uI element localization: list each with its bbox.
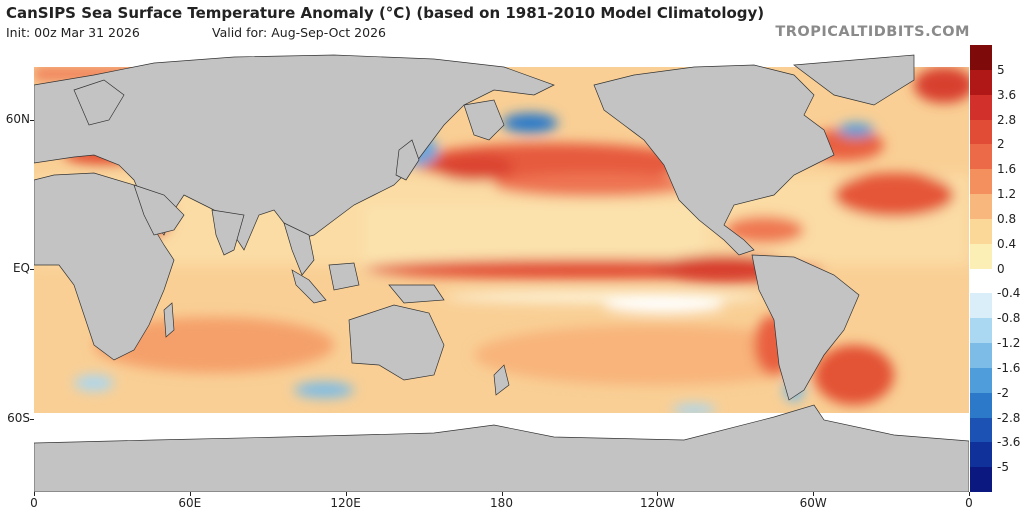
lon-label: 60W	[799, 496, 827, 510]
colorbar-segment	[970, 94, 992, 120]
colorbar-label: 0.8	[997, 211, 1017, 226]
lon-label: 0	[965, 496, 973, 510]
colorbar-label: -0.4	[997, 286, 1021, 301]
colorbar-label: -0.8	[997, 311, 1021, 326]
colorbar-label: 1.6	[997, 162, 1017, 177]
colorbar-label: 1.2	[997, 187, 1017, 201]
colorbar-label: 0	[997, 261, 1005, 276]
landmass-borneo	[328, 262, 360, 291]
lon-label: 0	[30, 496, 38, 510]
landmass-india	[211, 209, 245, 256]
lat-tick	[30, 418, 34, 420]
lon-tick	[189, 492, 191, 496]
colorbar-segment	[970, 218, 992, 245]
landmass-kamchatka	[463, 99, 505, 141]
lon-label: 120W	[639, 496, 675, 510]
colorbar-segment	[970, 144, 992, 170]
colorbar-label: -1.2	[997, 336, 1021, 350]
lon-tick	[969, 492, 970, 496]
colorbar-segment	[970, 243, 992, 269]
anomaly-field	[34, 67, 969, 416]
colorbar-segment	[970, 119, 992, 145]
lat-label: EQ	[12, 261, 30, 275]
lat-label: 60S	[7, 410, 30, 425]
colorbar-segment	[970, 318, 992, 344]
colorbar-label: -3.6	[997, 435, 1021, 450]
init-time: Init: 00z Mar 31 2026	[6, 25, 140, 40]
lon-tick	[657, 492, 659, 496]
colorbar-segment	[970, 467, 992, 493]
landmass-north-america	[593, 64, 835, 256]
landmass-indochina	[283, 222, 315, 276]
colorbar-label: 2.8	[997, 112, 1017, 127]
lon-tick	[501, 492, 503, 496]
landmass-antarctica	[34, 404, 969, 492]
colorbar-label: 0.4	[997, 236, 1017, 251]
valid-period: Valid for: Aug-Sep-Oct 2026	[212, 25, 386, 40]
landmass-japan	[395, 139, 420, 181]
colorbar-segment	[970, 293, 992, 319]
landmass-scandinavia	[73, 79, 125, 126]
colorbar-segment	[970, 45, 992, 71]
colorbar-label: 5	[997, 62, 1005, 77]
landmass-greenland	[793, 54, 915, 106]
landmass-new-zealand	[493, 364, 510, 396]
lon-label: 60E	[178, 496, 202, 510]
colorbar-segment	[970, 392, 992, 418]
landmass-africa	[34, 172, 175, 361]
colorbar-segment	[970, 367, 992, 394]
lon-label: 180	[490, 496, 513, 510]
land	[34, 54, 969, 492]
landmass-sumatra	[291, 269, 327, 304]
sst-anomaly-map	[34, 45, 969, 492]
colorbar-label: 2	[997, 137, 1005, 152]
lat-label: 60N	[5, 111, 30, 126]
colorbar	[970, 45, 992, 493]
landmass-new-guinea	[388, 284, 445, 304]
landmass-madagascar	[163, 302, 175, 338]
colorbar-segment	[970, 194, 992, 220]
landmass-arabia	[133, 184, 185, 236]
colorbar-segment	[970, 169, 992, 195]
lon-tick	[34, 492, 35, 496]
colorbar-segment	[970, 343, 992, 369]
lat-tick	[30, 269, 34, 270]
lon-label: 120E	[330, 496, 361, 510]
lon-tick	[345, 492, 347, 496]
colorbar-label: -1.6	[997, 360, 1021, 375]
colorbar-label: -2.8	[997, 410, 1021, 425]
map-title: CanSIPS Sea Surface Temperature Anomaly …	[6, 4, 765, 22]
colorbar-segment	[970, 268, 992, 294]
landmass-south-america	[751, 254, 860, 401]
colorbar-label: -2	[997, 385, 1009, 400]
landmass-australia	[348, 304, 445, 381]
lon-tick	[813, 492, 815, 496]
colorbar-segment	[970, 442, 992, 468]
watermark: TROPICALTIDBITS.COM	[775, 24, 970, 40]
lat-tick	[30, 119, 34, 121]
colorbar-segment	[970, 69, 992, 96]
colorbar-label: 3.6	[997, 87, 1017, 102]
colorbar-segment	[970, 417, 992, 443]
colorbar-label: -5	[997, 460, 1009, 475]
